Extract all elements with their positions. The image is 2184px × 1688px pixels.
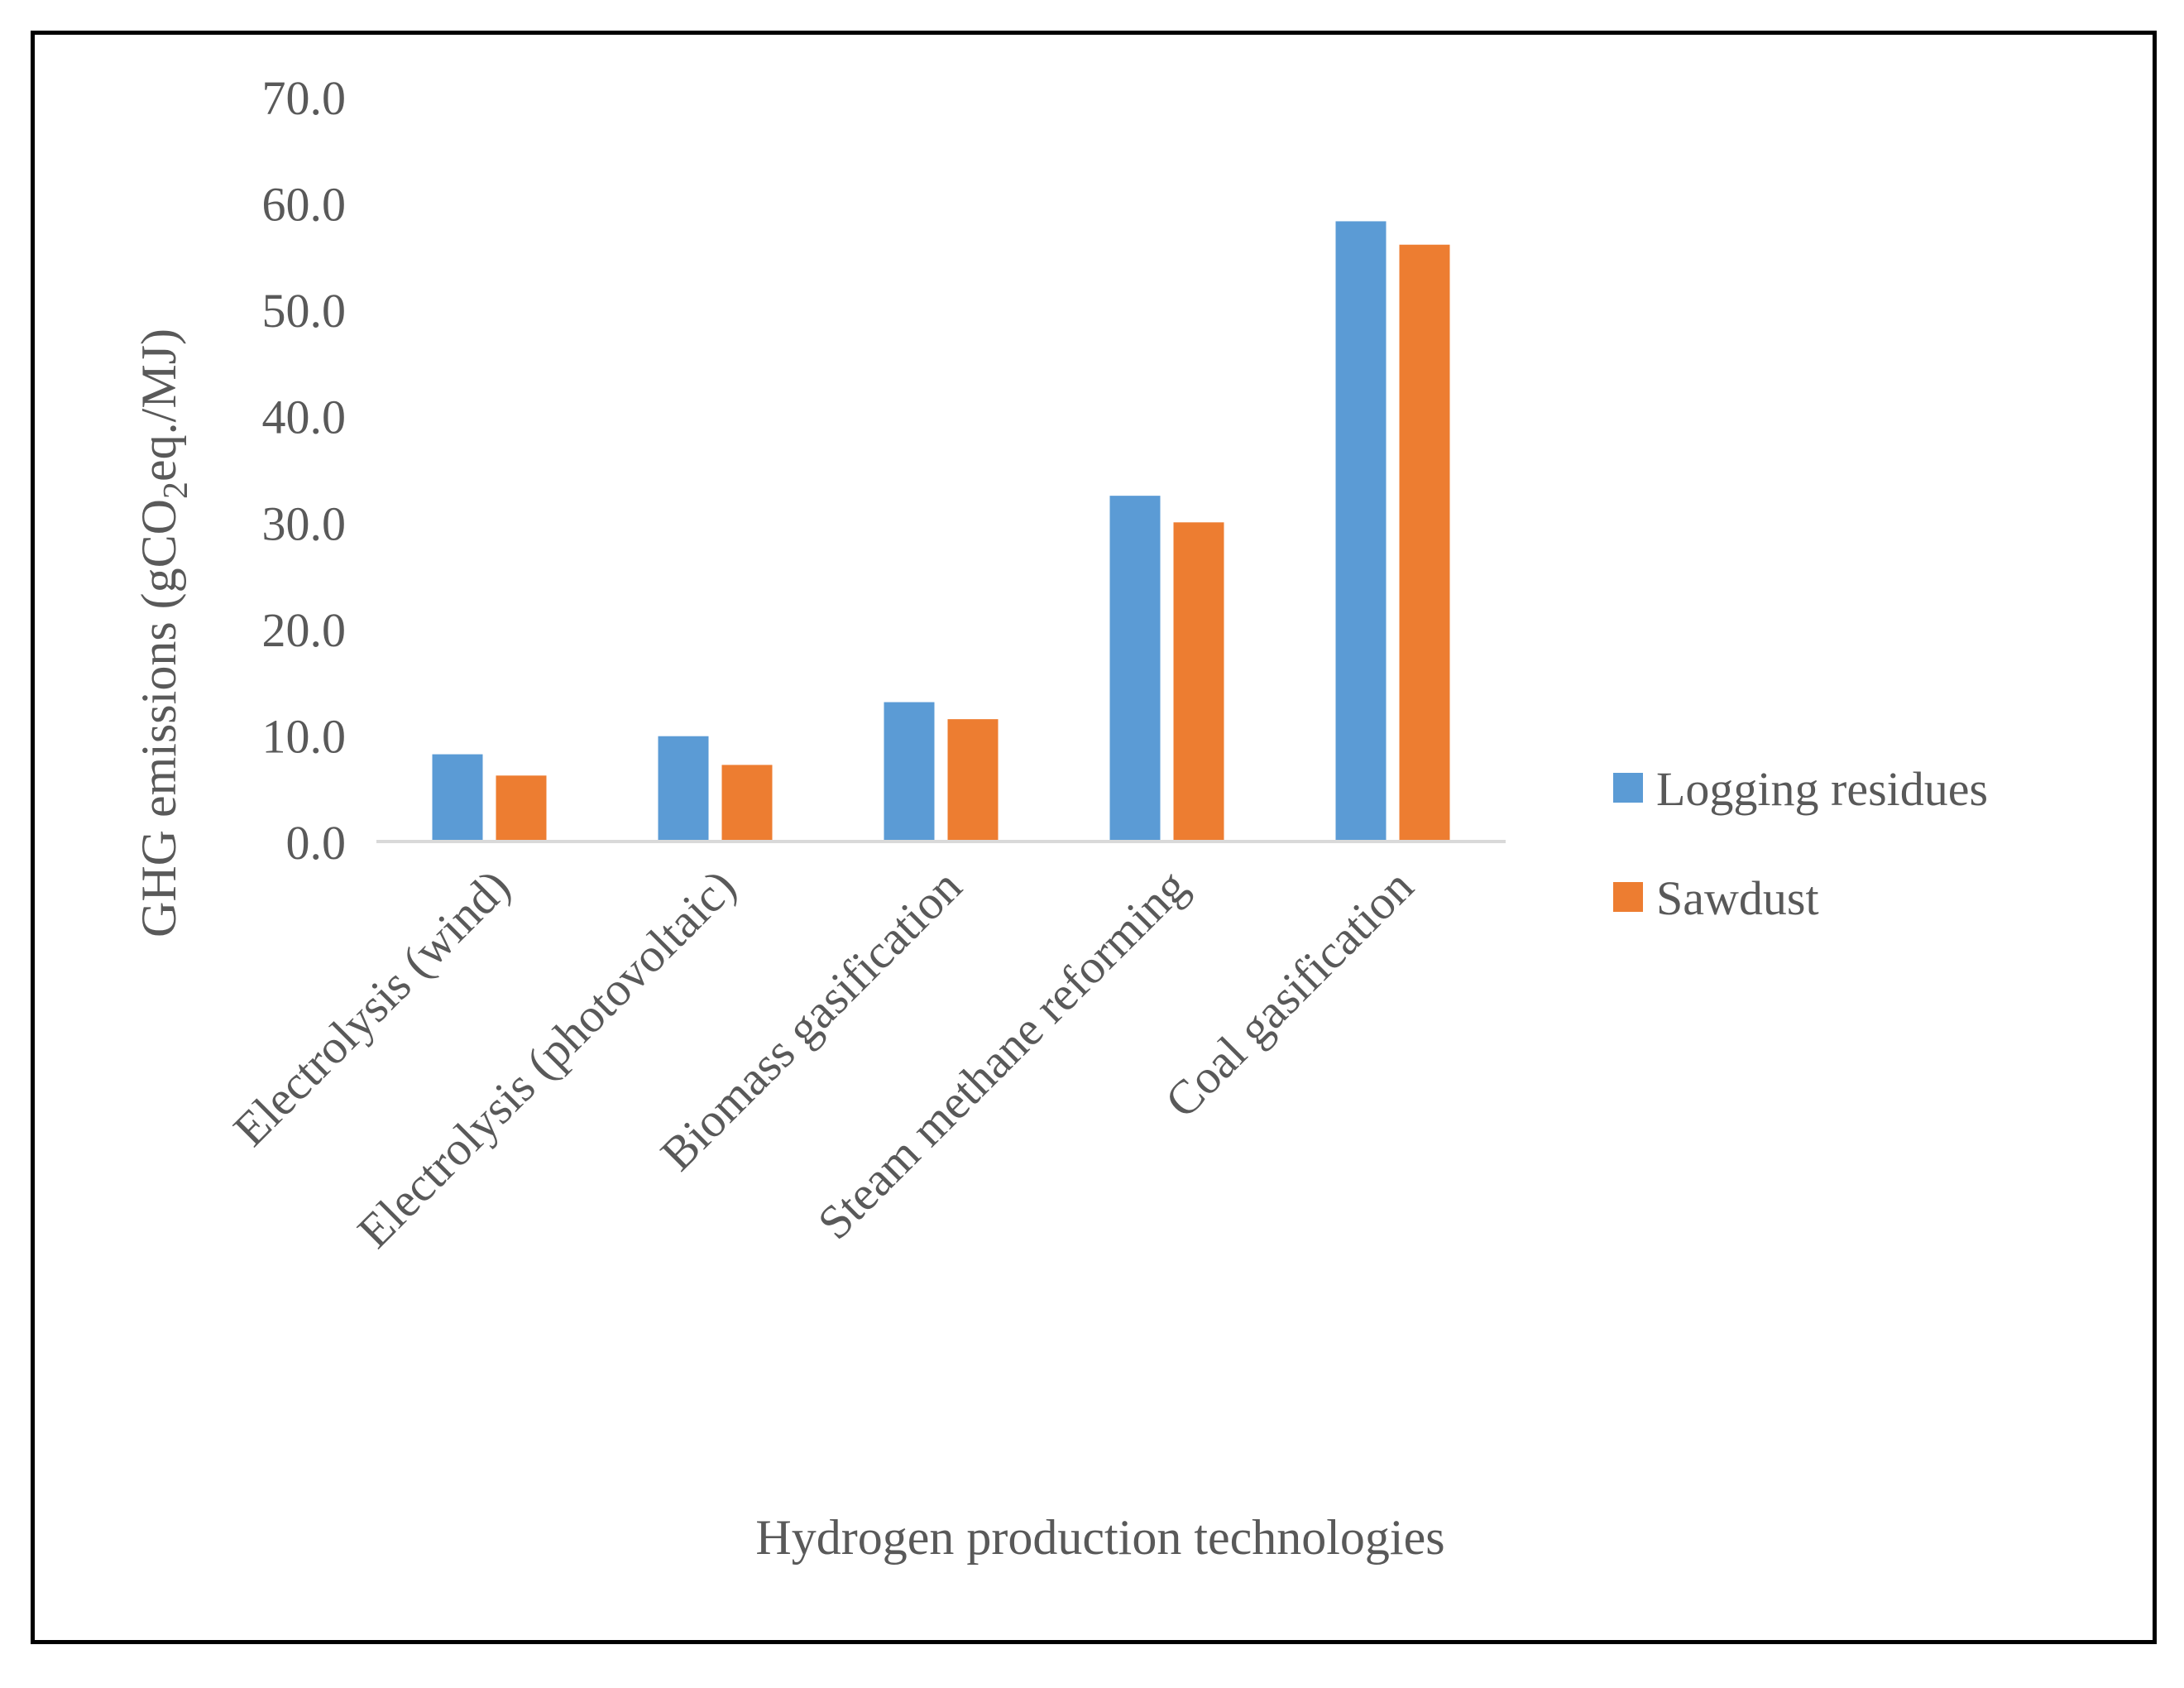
y-tick-label: 30.0 [262, 496, 347, 550]
y-tick-label: 60.0 [262, 178, 347, 232]
y-tick-label: 20.0 [262, 603, 347, 657]
bar-logging-residues [432, 754, 483, 842]
bar-logging-residues [1109, 496, 1161, 842]
bar-logging-residues [1335, 221, 1387, 842]
legend-swatch [1613, 882, 1643, 912]
chart-frame [31, 31, 2157, 1644]
y-tick-label: 70.0 [262, 71, 347, 125]
bar-logging-residues [884, 702, 935, 842]
legend: Logging residues Sawdust [1613, 762, 1988, 925]
bar-sawdust [1399, 244, 1450, 842]
bar-sawdust [721, 765, 773, 842]
x-axis-categories: Electrolysis (wind)Electrolysis (photovo… [223, 859, 1424, 1258]
x-axis-title: Hydrogen production technologies [755, 1510, 1444, 1565]
legend-label: Logging residues [1656, 762, 1988, 816]
bar-sawdust [1173, 522, 1224, 842]
legend-swatch [1613, 773, 1643, 803]
x-category-label: Electrolysis (photovoltaic) [347, 859, 746, 1258]
bars [432, 221, 1450, 842]
y-tick-label: 0.0 [286, 816, 347, 870]
bar-sawdust [947, 719, 999, 842]
y-tick-label: 10.0 [262, 709, 347, 763]
y-tick-label: 40.0 [262, 391, 347, 444]
y-axis-title: GHG emissions (gCO2eq./MJ) [132, 328, 195, 938]
y-axis-ticks: 0.0 10.0 20.0 30.0 40.0 50.0 60.0 70.0 [262, 71, 347, 870]
x-category-label: Steam methane reforming [807, 859, 1198, 1249]
bar-sawdust [496, 775, 547, 842]
legend-label: Sawdust [1656, 871, 1819, 925]
y-tick-label: 50.0 [262, 284, 347, 338]
bar-logging-residues [658, 736, 709, 842]
